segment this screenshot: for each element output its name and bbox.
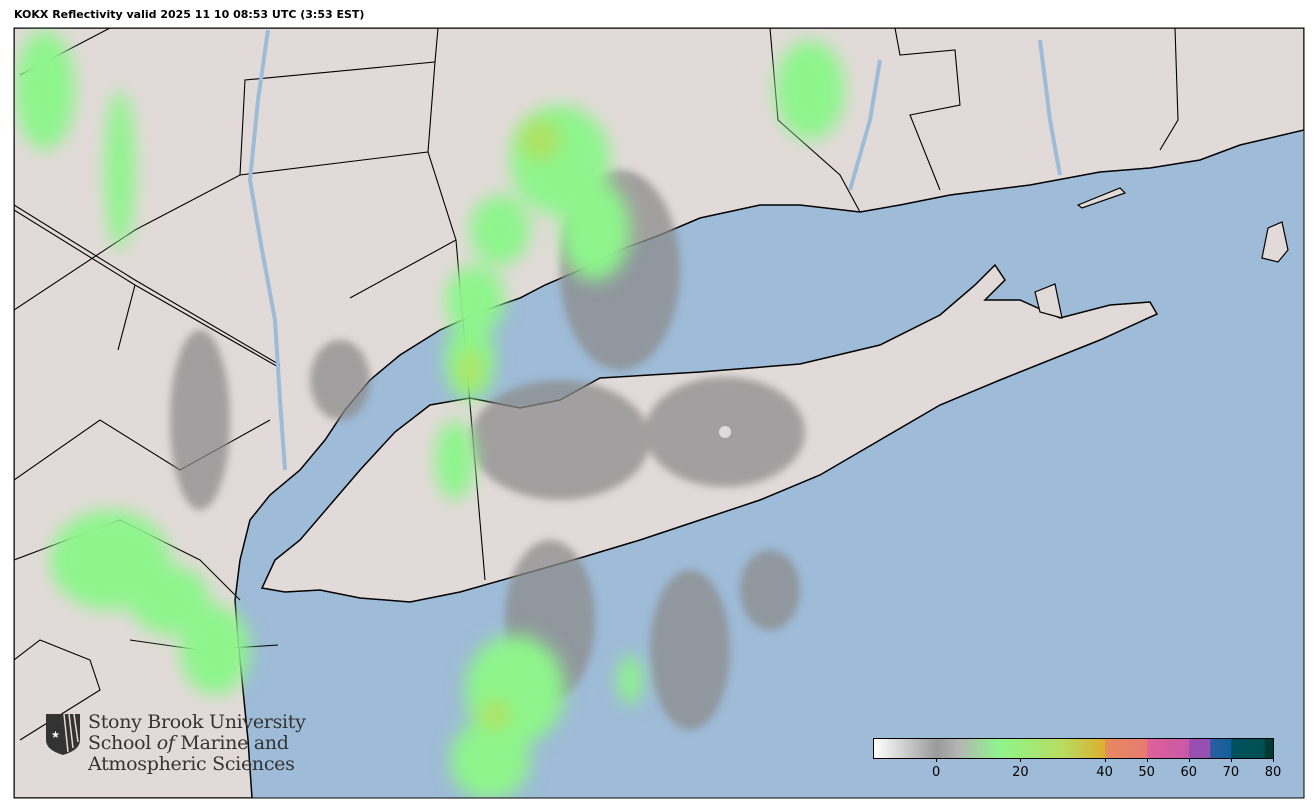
- map-title: KOKX Reflectivity valid 2025 11 10 08:53…: [14, 8, 365, 21]
- logo-line-1: Stony Brook University: [88, 711, 306, 733]
- map-frame: [13, 27, 1305, 799]
- radar-echoes: [15, 30, 845, 798]
- radar-site: [719, 426, 731, 438]
- colorbar-tick: [1273, 758, 1274, 762]
- shield-icon: ★: [46, 713, 80, 755]
- colorbar-tick-label: 40: [1096, 765, 1113, 780]
- svg-text:★: ★: [51, 730, 60, 741]
- colorbar-tick-label: 20: [1012, 765, 1029, 780]
- colorbar-tick-label: 70: [1222, 765, 1240, 780]
- block-island: [1261, 221, 1289, 263]
- rivers: [247, 29, 1062, 471]
- colorbar-tick: [1146, 758, 1148, 762]
- logo-line-2: School of Marine and: [88, 732, 289, 754]
- reflectivity-colorbar: [873, 738, 1274, 759]
- sbu-logo: ★ Stony Brook University School of Marin…: [44, 712, 306, 775]
- colorbar-tick-label: 0: [932, 765, 941, 780]
- colorbar-tick: [1188, 758, 1190, 762]
- logo-line-3: Atmospheric Sciences: [88, 753, 295, 775]
- colorbar-tick: [1020, 758, 1022, 762]
- colorbar-tick-label: 80: [1264, 765, 1282, 780]
- colorbar-tick: [1230, 758, 1232, 762]
- colorbar-tick-label: 50: [1138, 765, 1155, 780]
- colorbar-tick: [936, 758, 938, 762]
- gardiners-island: [1034, 283, 1063, 319]
- colorbar-tick: [1104, 758, 1106, 762]
- fishers-island: [1076, 187, 1127, 209]
- mainland: [14, 28, 1304, 798]
- colorbar-tick-label: 60: [1180, 765, 1198, 780]
